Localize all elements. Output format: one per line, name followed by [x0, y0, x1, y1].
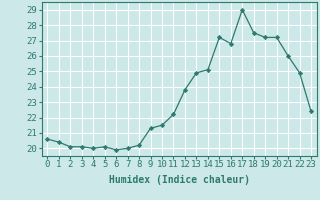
X-axis label: Humidex (Indice chaleur): Humidex (Indice chaleur)	[109, 175, 250, 185]
